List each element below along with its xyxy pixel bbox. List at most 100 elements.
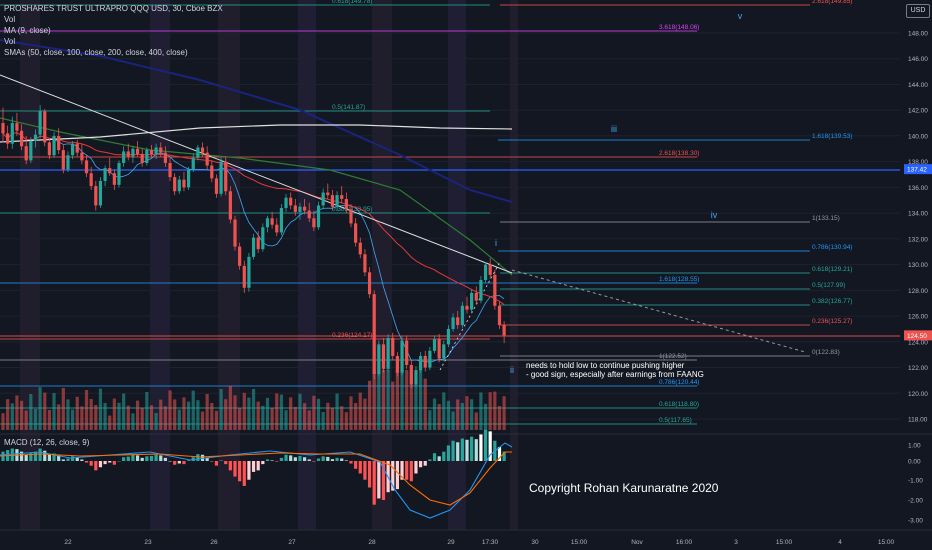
wave-label-iii: iii	[611, 124, 617, 134]
candle-body	[196, 147, 200, 158]
volume-bar	[224, 399, 228, 430]
candle-body	[163, 152, 167, 163]
macd-hist-bar	[163, 457, 167, 461]
x-tick-label: 23	[144, 539, 152, 546]
candle-body	[372, 294, 376, 374]
currency-badge[interactable]: USD	[906, 4, 930, 18]
volume-bar	[474, 412, 478, 430]
y-tick-label: 130.00	[908, 262, 928, 269]
macd-hist-bar	[303, 457, 307, 461]
volume-bar	[497, 406, 502, 430]
volume-bar	[330, 407, 335, 430]
volume-bar	[52, 393, 56, 430]
volume-bar	[15, 395, 19, 430]
axes: 118.00 120.00 122.00 124.00 126.00 128.00 130.…	[0, 31, 932, 546]
macd-hist-bar	[270, 460, 274, 461]
volume-bar	[363, 398, 367, 430]
volume-bar	[316, 398, 321, 430]
candle-body	[182, 179, 186, 188]
y-tick-label: 128.00	[908, 288, 928, 295]
volume-bar	[84, 390, 89, 430]
volume-bar	[312, 395, 316, 430]
volume-bar	[465, 396, 469, 430]
macd-hist-bar	[409, 461, 413, 482]
candle-body	[1, 123, 5, 134]
y-tick-label: 118.00	[908, 417, 928, 424]
macd-hist-bar	[214, 461, 219, 466]
candle-body	[126, 151, 130, 157]
candle-body	[456, 317, 460, 326]
macd-hist-bar	[321, 456, 325, 461]
sma-100-line	[0, 117, 513, 276]
candle-body	[10, 123, 14, 144]
volume-bar	[210, 403, 214, 430]
volume-bar	[219, 389, 223, 430]
volume-bar	[303, 403, 307, 430]
candle-body	[191, 157, 195, 170]
volume-bar	[451, 411, 455, 430]
volume-bar	[279, 394, 283, 430]
candle-body	[145, 150, 149, 163]
macd-hist-bar	[154, 454, 158, 461]
fib-label: 0.618(129.21)	[812, 266, 852, 273]
volume-bar	[456, 399, 460, 430]
volume-bar	[335, 393, 339, 430]
indicator-smas[interactable]: SMAs (50, close, 100, close, 200, close,…	[4, 48, 188, 57]
macd-hist-bar	[173, 461, 177, 465]
candle-body	[242, 265, 246, 288]
candle-body	[465, 305, 469, 310]
sma-400-line	[0, 124, 513, 143]
x-tick-label: 3	[734, 539, 738, 546]
volume-bar	[75, 396, 79, 430]
macd-hist-bar	[474, 439, 478, 461]
candle-body	[414, 370, 418, 385]
macd-hist-bar	[52, 453, 56, 461]
macd-hist-bar	[159, 455, 163, 461]
volume-bar	[173, 399, 177, 430]
chart-title: PROSHARES TRUST ULTRAPRO QQQ USD, 30, Cb…	[4, 4, 223, 13]
volume-bar	[117, 402, 121, 430]
fib-label: 2.618(149.85)	[812, 0, 852, 5]
macd-label[interactable]: MACD (12, 26, close, 9)	[4, 438, 90, 447]
macd-hist-bar	[502, 451, 506, 461]
fib-label: 1(122.52)	[659, 353, 687, 360]
indicator-vol[interactable]: Vol	[4, 15, 16, 24]
macd-hist-bar	[279, 457, 283, 461]
wave-label-ii: ii	[510, 365, 514, 375]
x-tick-label: 26	[210, 539, 218, 546]
volume-bar	[98, 388, 103, 430]
volume-bar	[321, 412, 325, 430]
y-tick-label: 134.00	[908, 211, 928, 218]
candle-body	[381, 344, 386, 369]
macd-hist-bar	[479, 434, 483, 461]
fib-label: 3.618(148.06)	[659, 24, 699, 31]
x-tick-label: 15:00	[571, 539, 588, 546]
volume-bar	[344, 412, 348, 430]
macd-hist-bar	[414, 461, 418, 474]
indicator-ma[interactable]: MA (9, close)	[4, 26, 51, 35]
volume-bar	[423, 378, 427, 430]
macd-hist-bar	[80, 459, 84, 461]
macd-hist-bar	[103, 461, 107, 465]
note-line-1: needs to hold low to continue pushing hi…	[526, 361, 685, 370]
volume-bar	[140, 407, 144, 430]
candle-body	[423, 355, 427, 368]
macd-hist-bar	[33, 451, 38, 461]
indicator-vol-2[interactable]: Vol	[4, 37, 16, 46]
volume-bar	[122, 393, 126, 430]
candle-body	[293, 205, 297, 212]
macd-hist-bar	[483, 429, 488, 461]
x-tick-label: Nov	[631, 539, 643, 546]
volume-bar	[135, 400, 140, 430]
candle-body	[94, 186, 98, 206]
price-label: 137.42	[907, 167, 927, 174]
candle-body	[173, 177, 177, 192]
macd-hist-bar	[182, 461, 186, 465]
y-tick-label: 120.00	[908, 391, 928, 398]
volume-bar	[205, 394, 209, 430]
price-label-box	[904, 330, 932, 341]
volume-bar	[47, 410, 51, 430]
fib-label: 0.5(141.87)	[332, 104, 365, 111]
candle-body	[224, 161, 228, 192]
